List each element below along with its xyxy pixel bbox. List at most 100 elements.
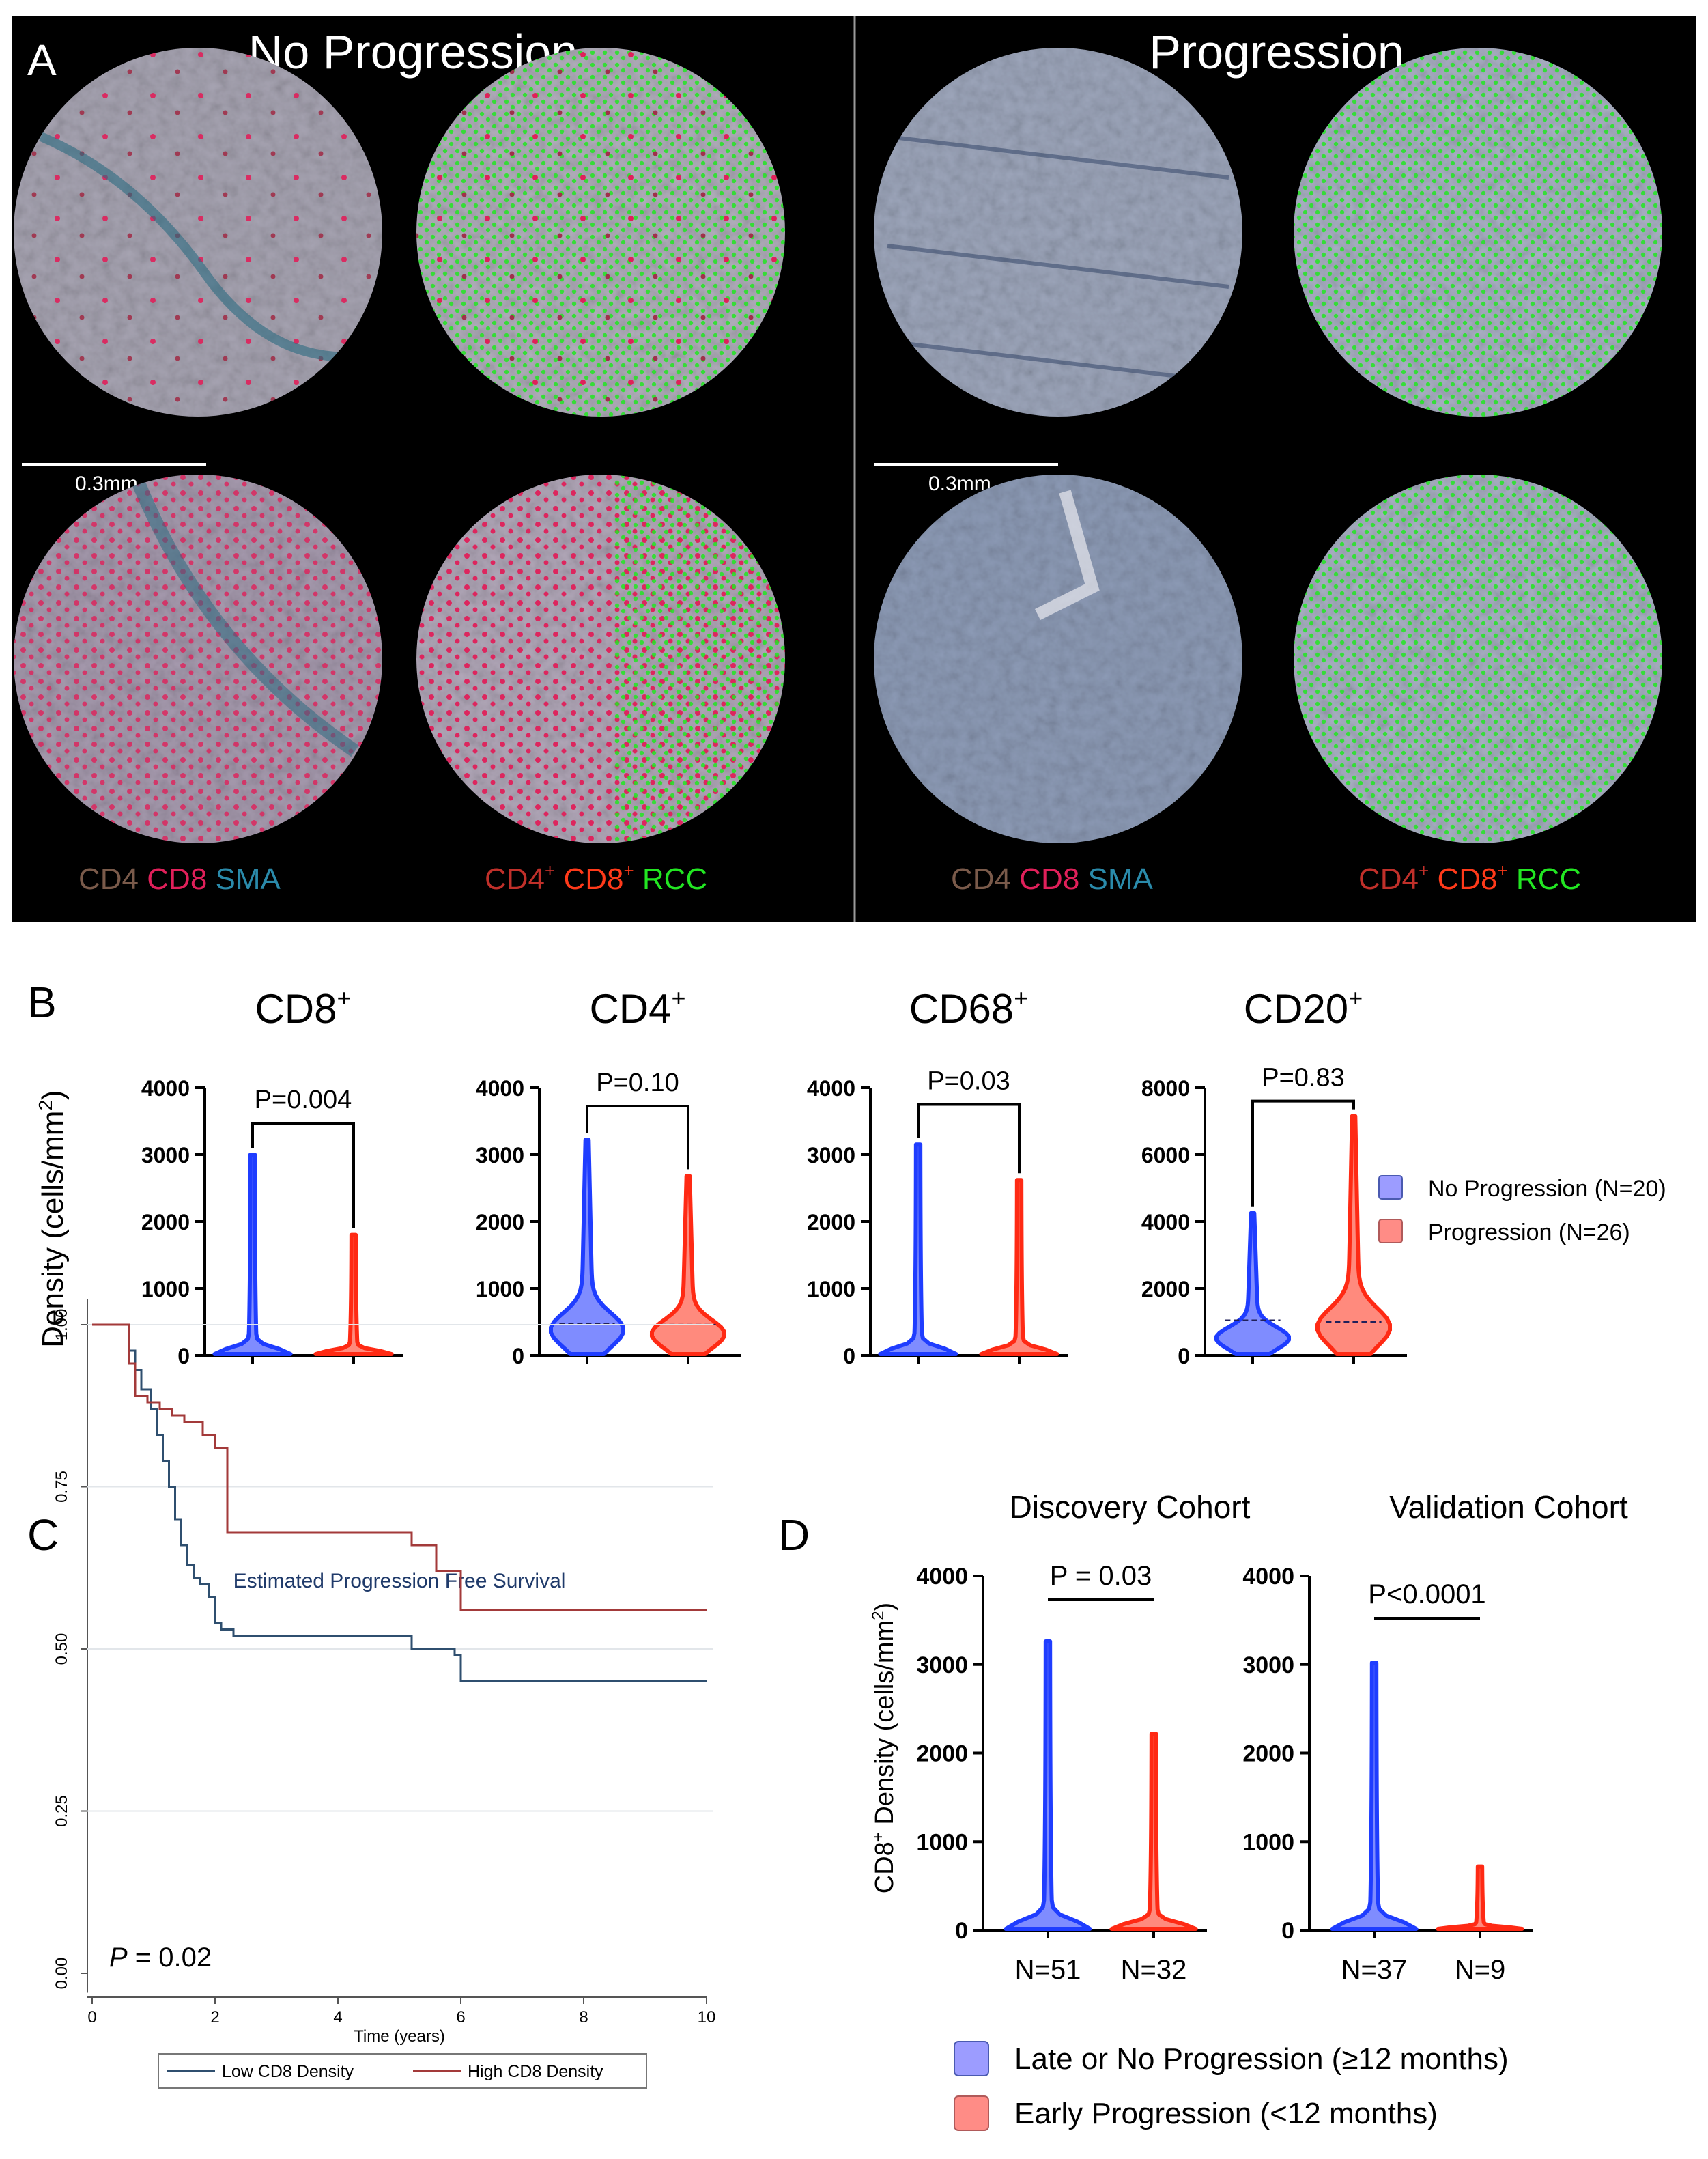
y-tick-label: 1000 [916, 1829, 968, 1855]
km-x-tick-label: 4 [333, 2008, 342, 2027]
significance-bracket [586, 1105, 689, 1170]
chart-B_CD8: 0 1000 2000 3000 4000 CD8+ P=0.004 [141, 984, 403, 1368]
y-tick-label: 1000 [141, 1277, 190, 1301]
cohort-title: Validation Cohort [1389, 1489, 1628, 1525]
panel-d-violin-charts: 0 1000 2000 3000 4000 Discovery Cohort P = 0.0… [916, 1489, 1628, 1985]
y-tick-label: 4000 [1141, 1210, 1190, 1234]
violin-group-1 [1004, 1639, 1092, 1931]
p-value-label: P = 0.03 [1050, 1561, 1152, 1591]
progression-title: Progression [1149, 25, 1404, 79]
km-p-value: P = 0.02 [109, 1943, 212, 1973]
chart-B_CD4: 0 1000 2000 3000 4000 CD4+ P=0.10 [476, 984, 741, 1368]
stain-legend-2: CD4+ CD8+ RCC [485, 860, 707, 896]
y-tick-label: 0 [843, 1344, 855, 1368]
km-y-tick-label: 0.00 [53, 1958, 71, 1990]
km-title: Estimated Progression Free Survival [233, 1570, 566, 1592]
category-label: N=32 [1121, 1955, 1187, 1985]
legend-label-no-progression: No Progression (N=20) [1428, 1176, 1666, 1202]
violin-group-1 [1214, 1211, 1292, 1356]
violin-group-2 [313, 1232, 394, 1356]
panel-b-y-axis-label: Density (cells/mm2) [35, 1090, 70, 1347]
stain-legend-4: CD4+ CD8+ RCC [1358, 860, 1581, 896]
panel-c: C Estimated Progression Free Survival 0.0… [27, 1299, 715, 2089]
p-value-label: P=0.10 [596, 1069, 679, 1097]
km-curve-low-cd8 [92, 1323, 707, 1682]
y-tick-label: 1000 [807, 1277, 855, 1301]
legend-label-progression: Progression (N=26) [1428, 1219, 1630, 1245]
p-value-label: P=0.03 [927, 1067, 1010, 1096]
kaplan-meier-chart: Estimated Progression Free Survival 0.00 0… [53, 1299, 715, 2089]
significance-bracket [251, 1122, 355, 1228]
category-label: N=9 [1455, 1955, 1506, 1985]
chart-B_CD68: 0 1000 2000 3000 4000 CD68+ P=0.03 [807, 984, 1068, 1368]
violin-group-2 [1109, 1731, 1198, 1931]
panel-a: A No Progression Progression 0.3mm 0.3mm [12, 16, 1696, 922]
chart-D_Validation: 0 1000 2000 3000 4000 Validation Cohort P<0.00… [1242, 1489, 1628, 1985]
panel-c-label: C [27, 1510, 59, 1560]
y-tick-label: 3000 [476, 1143, 524, 1168]
y-tick-label: 2000 [476, 1210, 524, 1234]
y-tick-label: 1000 [1242, 1829, 1294, 1855]
category-label: N=51 [1015, 1955, 1081, 1985]
km-x-tick-label: 6 [456, 2008, 465, 2027]
stain-legend-1: CD4 CD8 SMA [79, 862, 281, 896]
y-tick-label: 6000 [1141, 1143, 1190, 1168]
tissue-core-progression-2-classified [1294, 475, 1662, 843]
chart-title: CD68+ [909, 984, 1028, 1032]
violin-group-2 [979, 1178, 1059, 1356]
km-legend-label-low: Low CD8 Density [222, 2062, 354, 2081]
p-value-label: P=0.83 [1262, 1064, 1345, 1092]
legend-swatch-progression [1378, 1219, 1403, 1243]
panel-b: B Density (cells/mm2) 0 1000 2000 3000 4000 C… [27, 978, 1666, 1368]
y-tick-label: 0 [1178, 1344, 1190, 1368]
panel-d-label: D [778, 1510, 810, 1560]
y-tick-label: 8000 [1141, 1076, 1190, 1101]
panel-d-y-axis-label: CD8+ Density (cells/mm2) [869, 1603, 899, 1893]
scale-bar-right-label: 0.3mm [928, 472, 991, 495]
category-label: N=37 [1341, 1955, 1408, 1985]
p-value-label: P=0.004 [255, 1086, 352, 1114]
y-tick-label: 2000 [1242, 1741, 1294, 1767]
legend-label-late-progression: Late or No Progression (≥12 months) [1014, 2042, 1509, 2076]
chart-title: CD4+ [589, 984, 685, 1032]
violin-group-1 [878, 1142, 958, 1356]
chart-C_KM: Estimated Progression Free Survival 0.00 0… [53, 1299, 715, 2089]
y-tick-label: 2000 [807, 1210, 855, 1234]
y-tick-label: 3000 [141, 1143, 190, 1168]
panel-b-label: B [27, 978, 57, 1027]
y-tick-label: 3000 [807, 1143, 855, 1168]
y-tick-label: 4000 [807, 1076, 855, 1101]
y-tick-label: 4000 [1242, 1564, 1294, 1590]
y-tick-label: 4000 [141, 1076, 190, 1101]
km-x-tick-label: 0 [87, 2008, 96, 2027]
chart-B_CD20: 0 2000 4000 6000 8000 CD20+ P=0.83 [1141, 984, 1407, 1368]
p-value-label: P<0.0001 [1368, 1579, 1485, 1609]
y-tick-label: 0 [955, 1918, 968, 1944]
y-tick-label: 4000 [476, 1076, 524, 1101]
tissue-core-progression-2-raw [874, 475, 1242, 843]
significance-bracket [1251, 1099, 1355, 1206]
km-y-tick-label: 0.50 [53, 1633, 71, 1665]
violin-group-2 [1315, 1114, 1393, 1356]
y-tick-label: 3000 [1242, 1652, 1294, 1678]
km-legend-label-high: High CD8 Density [468, 2062, 603, 2081]
legend-swatch-late-progression [954, 2041, 989, 2076]
km-curve-high-cd8 [92, 1323, 707, 1611]
km-x-tick-label: 8 [579, 2008, 588, 2027]
y-tick-label: 0 [1281, 1918, 1294, 1944]
y-tick-label: 2000 [1141, 1277, 1190, 1301]
chart-D_Discovery: 0 1000 2000 3000 4000 Discovery Cohort P = 0.0… [916, 1489, 1250, 1985]
chart-title: CD8+ [255, 984, 351, 1032]
km-y-tick-label: 1.00 [53, 1309, 71, 1341]
panel-a-label: A [27, 36, 57, 85]
km-y-tick-label: 0.75 [53, 1471, 71, 1503]
panel-d: D CD8+ Density (cells/mm2) 0 1000 2000 3000… [778, 1489, 1628, 2131]
tissue-core-no-progression-1-raw [14, 48, 382, 417]
y-tick-label: 0 [177, 1344, 190, 1368]
km-y-tick-label: 0.25 [53, 1795, 71, 1827]
violin-group-1 [212, 1153, 293, 1356]
km-x-axis-label: Time (years) [354, 2027, 445, 2046]
y-tick-label: 3000 [916, 1652, 968, 1678]
tissue-core-progression-1-classified [1294, 48, 1662, 417]
